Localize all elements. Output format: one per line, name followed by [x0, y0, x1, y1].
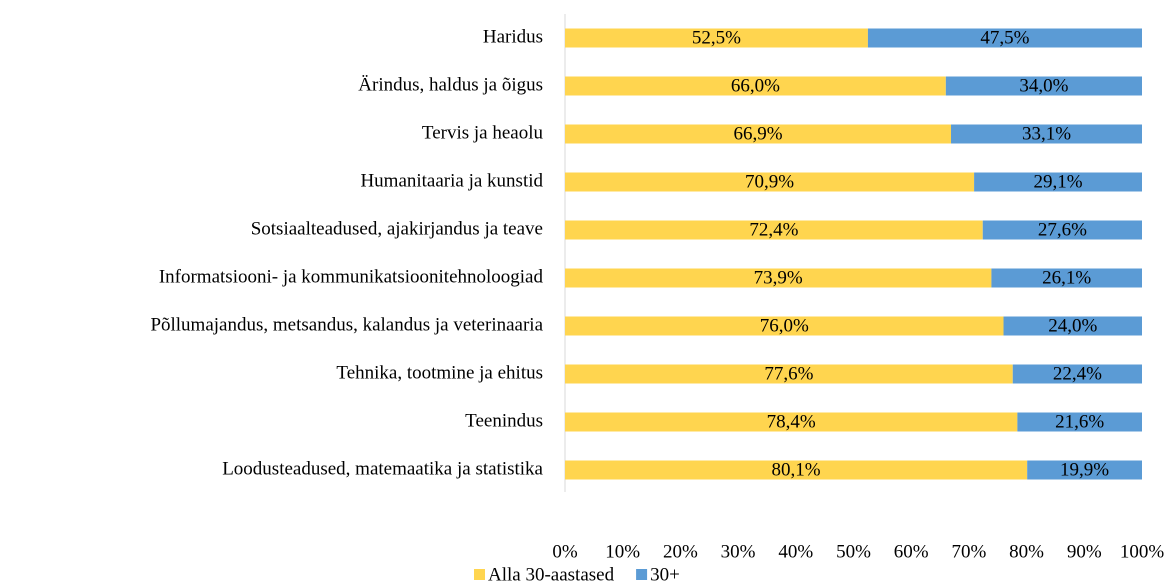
value-label: 21,6%	[1055, 411, 1104, 432]
value-label: 66,9%	[733, 123, 782, 144]
y-tick-label: Humanitaaria ja kunstid	[360, 170, 543, 191]
value-label: 22,4%	[1053, 363, 1102, 384]
bar-segment	[565, 28, 868, 48]
bar-segment	[991, 268, 1142, 288]
value-label: 78,4%	[767, 411, 816, 432]
bar-segment	[565, 316, 1004, 336]
value-label: 24,0%	[1048, 315, 1097, 336]
x-tick-label: 10%	[605, 541, 640, 562]
bar-segment	[565, 220, 983, 240]
bar-segment	[945, 76, 1142, 96]
value-label: 80,1%	[772, 459, 821, 480]
bar-segment	[565, 460, 1028, 480]
y-tick-label: Informatsiooni- ja kommunikatsioonitehno…	[159, 266, 544, 287]
bar-segment	[951, 124, 1142, 144]
legend-swatch	[474, 569, 485, 580]
x-tick-label: 60%	[894, 541, 929, 562]
value-label: 76,0%	[760, 315, 809, 336]
x-tick-label: 50%	[836, 541, 871, 562]
x-tick-label: 20%	[663, 541, 698, 562]
value-label: 77,6%	[764, 363, 813, 384]
value-label: 26,1%	[1042, 267, 1091, 288]
value-label: 29,1%	[1034, 171, 1083, 192]
x-tick-label: 100%	[1120, 541, 1165, 562]
y-tick-label: Tervis ja heaolu	[422, 122, 544, 143]
bar-segment	[1017, 412, 1142, 432]
bar-segment	[565, 76, 946, 96]
x-tick-label: 70%	[951, 541, 986, 562]
y-tick-label: Loodusteadused, matemaatika ja statistik…	[222, 458, 543, 479]
bar-segment	[565, 412, 1018, 432]
bar-segment	[1012, 364, 1142, 384]
y-tick-label: Põllumajandus, metsandus, kalandus ja ve…	[150, 314, 543, 335]
value-label: 33,1%	[1022, 123, 1071, 144]
legend-swatch	[636, 569, 648, 580]
y-tick-label: Ärindus, haldus ja õigus	[358, 74, 543, 95]
value-label: 70,9%	[745, 171, 794, 192]
bar-segment	[565, 172, 975, 192]
bar-segment	[565, 268, 992, 288]
bar-segment	[867, 28, 1142, 48]
legend-label: 30+	[650, 564, 680, 585]
bar-segment	[974, 172, 1142, 192]
bar-segment	[565, 364, 1013, 384]
y-tick-label: Haridus	[483, 26, 543, 47]
bar-segment	[1027, 460, 1142, 480]
value-label: 66,0%	[731, 75, 780, 96]
legend-label: Alla 30-aastased	[488, 564, 615, 585]
x-tick-label: 80%	[1009, 541, 1044, 562]
value-label: 47,5%	[980, 27, 1029, 48]
value-label: 27,6%	[1038, 219, 1087, 240]
x-tick-label: 40%	[778, 541, 813, 562]
x-tick-label: 90%	[1067, 541, 1102, 562]
value-label: 52,5%	[692, 27, 741, 48]
bar-segment	[982, 220, 1142, 240]
x-tick-label: 30%	[721, 541, 756, 562]
bar-segment	[565, 124, 952, 144]
value-label: 72,4%	[749, 219, 798, 240]
value-label: 73,9%	[754, 267, 803, 288]
x-tick-label: 0%	[552, 541, 578, 562]
y-tick-label: Teenindus	[465, 410, 543, 431]
value-label: 19,9%	[1060, 459, 1109, 480]
value-label: 34,0%	[1019, 75, 1068, 96]
y-tick-label: Tehnika, tootmine ja ehitus	[336, 362, 543, 383]
y-tick-label: Sotsiaalteadused, ajakirjandus ja teave	[251, 218, 543, 239]
bar-segment	[1003, 316, 1142, 336]
